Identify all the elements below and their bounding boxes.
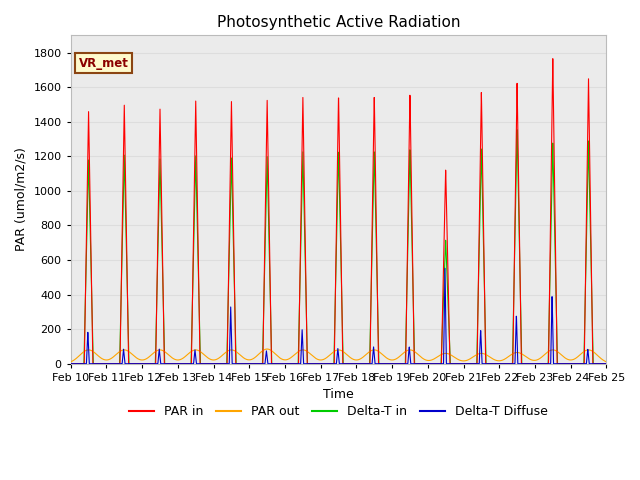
Title: Photosynthetic Active Radiation: Photosynthetic Active Radiation — [217, 15, 460, 30]
Text: VR_met: VR_met — [79, 57, 129, 70]
X-axis label: Time: Time — [323, 388, 354, 401]
Legend: PAR in, PAR out, Delta-T in, Delta-T Diffuse: PAR in, PAR out, Delta-T in, Delta-T Dif… — [124, 400, 552, 423]
Y-axis label: PAR (umol/m2/s): PAR (umol/m2/s) — [15, 147, 28, 252]
